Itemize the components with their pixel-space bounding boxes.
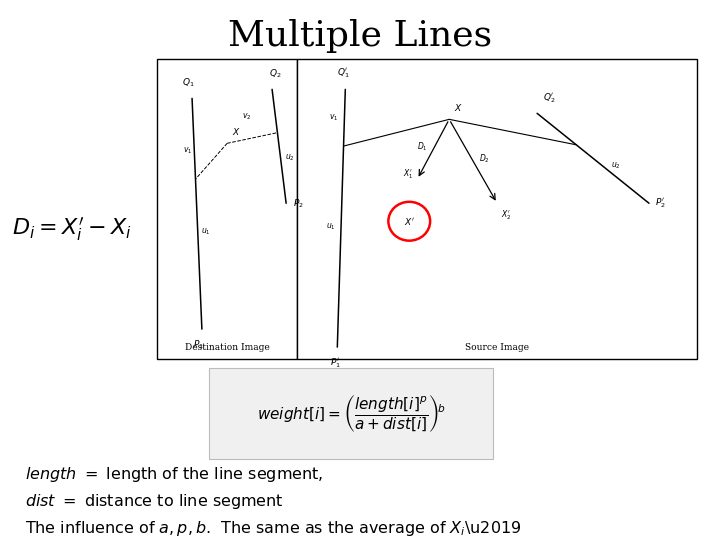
Text: $\mathit{dist}$ $=$ distance to line segment: $\mathit{dist}$ $=$ distance to line seg…: [25, 492, 284, 511]
Text: $P_1'$: $P_1'$: [330, 357, 341, 370]
Text: $u_2$: $u_2$: [611, 160, 621, 171]
Bar: [157, 59, 297, 359]
Text: $D_2$: $D_2$: [479, 152, 490, 165]
Text: The influence of $\mathit{a, p, b}$.  The same as the average of $X_i$\u2019: The influence of $\mathit{a, p, b}$. The…: [25, 519, 521, 538]
Text: $P_2'$: $P_2'$: [655, 197, 666, 210]
Text: Destination Image: Destination Image: [185, 343, 269, 352]
Text: $D_1$: $D_1$: [417, 140, 428, 153]
Text: $X$: $X$: [454, 102, 463, 113]
Text: $\mathit{length}$ $=$ length of the line segment,: $\mathit{length}$ $=$ length of the line…: [25, 465, 323, 484]
Text: $Q_2$: $Q_2$: [269, 67, 282, 79]
Text: $Q_1$: $Q_1$: [182, 76, 194, 89]
Text: $u_1$: $u_1$: [202, 226, 211, 237]
Text: $Q_2'$: $Q_2'$: [543, 92, 555, 105]
FancyBboxPatch shape: [209, 368, 493, 459]
Text: $v_2$: $v_2$: [242, 111, 251, 122]
Text: Source Image: Source Image: [465, 343, 529, 352]
Text: $Q_1'$: $Q_1'$: [337, 66, 349, 79]
Text: $u_2$: $u_2$: [285, 152, 294, 163]
Text: $X$: $X$: [232, 126, 241, 137]
Text: $P_1$: $P_1$: [193, 339, 204, 352]
Text: $v_1$: $v_1$: [183, 145, 192, 156]
Text: $u_1$: $u_1$: [325, 221, 336, 232]
Text: $X'$: $X'$: [404, 216, 415, 227]
Text: $D_i = X_i^{\prime} - X_i$: $D_i = X_i^{\prime} - X_i$: [12, 216, 132, 243]
Text: $\mathit{weight}[i] = \left(\dfrac{\mathit{length}[i]^p}{a + \mathit{dist}[i]}\r: $\mathit{weight}[i] = \left(\dfrac{\math…: [256, 393, 446, 434]
Text: $X_2'$: $X_2'$: [501, 208, 511, 222]
Text: Multiple Lines: Multiple Lines: [228, 19, 492, 53]
Bar: [297, 59, 697, 359]
Text: $X_1'$: $X_1'$: [403, 167, 413, 180]
Text: $P_2$: $P_2$: [293, 197, 304, 210]
Text: $v_1$: $v_1$: [329, 112, 338, 123]
